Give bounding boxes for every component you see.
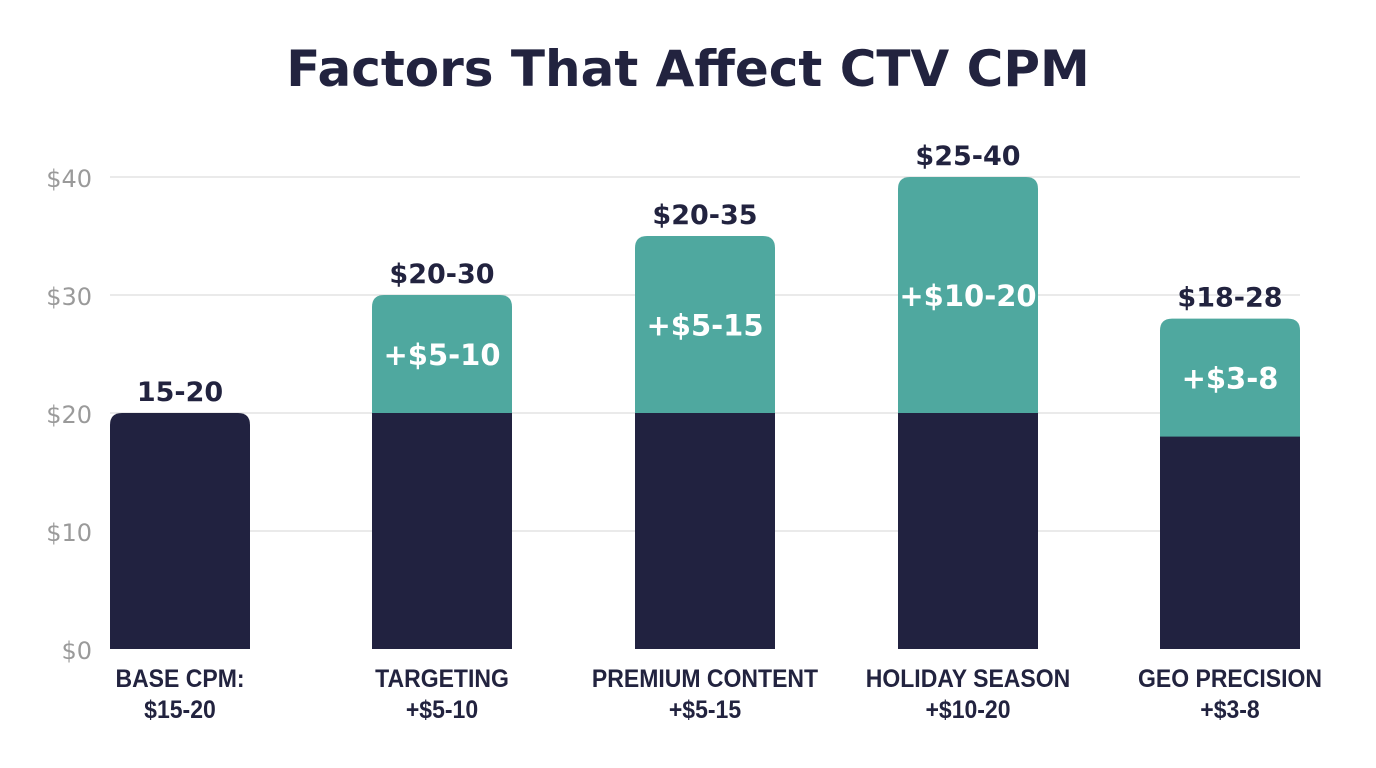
bar-increment	[1160, 318, 1300, 438]
category-label-line1: GEO PRECISION	[1137, 665, 1323, 693]
category-label: TARGETING +$5-10	[322, 664, 561, 726]
total-label: 15-20	[137, 377, 223, 408]
bar-increment	[372, 295, 512, 414]
bar-base	[1160, 436, 1300, 649]
category-label: GEO PRECISION +$3-8	[1110, 664, 1349, 726]
bar-base	[635, 413, 775, 649]
category-label-line2: +$3-8	[1200, 696, 1260, 724]
category-label-line1: BASE CPM:	[115, 665, 245, 693]
bar-base	[372, 413, 512, 649]
category-label-line1: TARGETING	[375, 665, 509, 693]
increment-label: +$5-15	[646, 309, 763, 343]
y-tick-label: $0	[61, 637, 92, 665]
category-label-line1: PREMIUM CONTENT	[591, 665, 819, 693]
y-tick-label: $40	[46, 165, 92, 193]
bar-base	[110, 413, 250, 649]
bar-increment	[635, 236, 775, 414]
y-tick-label: $30	[46, 283, 92, 311]
total-label: $20-30	[389, 259, 494, 290]
increment-label: +$3-8	[1182, 362, 1279, 396]
total-label: $20-35	[652, 200, 757, 231]
y-tick-label: $10	[46, 519, 92, 547]
y-tick-label: $20	[46, 401, 92, 429]
total-label: $18-28	[1177, 283, 1282, 314]
category-label: HOLIDAY SEASON +$10-20	[848, 664, 1087, 726]
chart-title: Factors That Affect CTV CPM	[286, 40, 1090, 98]
category-label: PREMIUM CONTENT +$5-15	[585, 664, 824, 726]
category-label: BASE CPM: $15-20	[60, 664, 299, 726]
category-label-line1: HOLIDAY SEASON	[865, 665, 1071, 693]
category-label-line2: $15-20	[144, 696, 216, 724]
category-label-line2: +$5-10	[405, 696, 479, 724]
bar-increment	[898, 177, 1038, 414]
category-label-line2: +$5-15	[668, 696, 742, 724]
category-label-line2: +$10-20	[925, 696, 1011, 724]
bar-base	[898, 413, 1038, 649]
increment-label: +$10-20	[899, 279, 1036, 313]
total-label: $25-40	[915, 141, 1020, 172]
increment-label: +$5-10	[383, 338, 500, 372]
